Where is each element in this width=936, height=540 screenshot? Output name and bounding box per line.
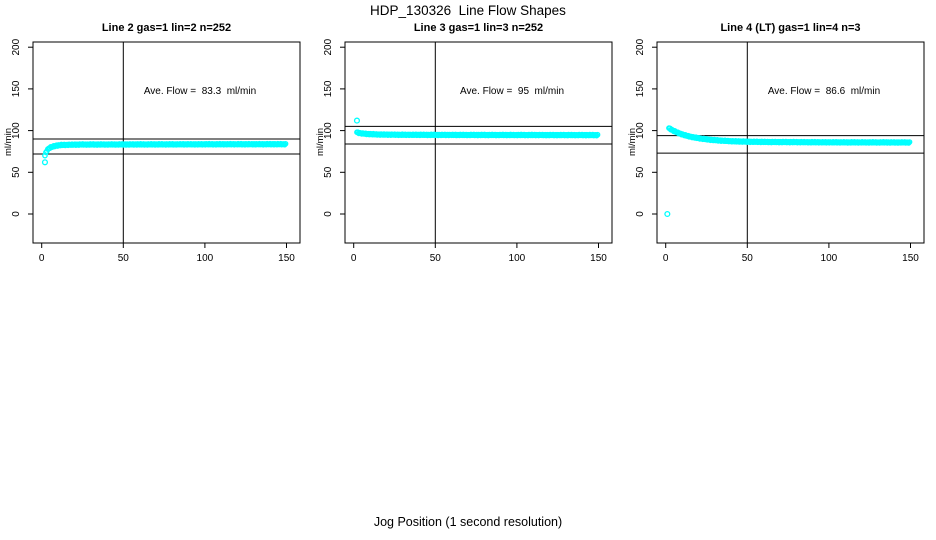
data-points-panel-2 <box>353 117 601 139</box>
data-point <box>593 132 600 139</box>
data-points-panel-1 <box>41 140 289 166</box>
x-tick-label: 100 <box>821 253 838 264</box>
y-tick-label: 200 <box>635 38 646 55</box>
y-tick-label: 50 <box>323 166 334 178</box>
x-axis-title: Jog Position (1 second resolution) <box>373 515 563 529</box>
y-axis-label-line-4: ml/min <box>627 128 638 156</box>
outlier-point <box>41 159 49 166</box>
plot-box-panel-2 <box>344 41 613 244</box>
x-tick-label: 150 <box>590 253 607 264</box>
figure-title: HDP_130326 Line Flow Shapes <box>370 3 566 18</box>
data-point <box>42 152 48 159</box>
ave-flow-annotation-line-4: Ave. Flow = 86.6 ml/min <box>767 86 881 97</box>
y-axis-label-line-3: ml/min <box>315 128 326 156</box>
plot-box-panel-1 <box>32 41 301 244</box>
ave-flow-annotation-line-2: Ave. Flow = 83.3 ml/min <box>143 86 257 97</box>
y-tick-label: 150 <box>323 80 334 97</box>
y-tick-label: 0 <box>323 211 334 217</box>
data-point <box>905 140 912 146</box>
outlier-point <box>664 210 671 218</box>
y-tick-label: 0 <box>635 211 646 217</box>
y-tick-label: 150 <box>11 80 22 97</box>
panel-title-line-3: Line 3 gas=1 lin=3 n=252 <box>413 22 544 34</box>
panel-title-line-2: Line 2 gas=1 lin=2 n=252 <box>101 22 232 34</box>
x-tick-label: 50 <box>430 253 442 264</box>
ave-flow-annotation-line-3: Ave. Flow = 95 ml/min <box>459 86 565 97</box>
data-point <box>281 141 288 148</box>
panel-title-line-4: Line 4 (LT) gas=1 lin=4 n=3 <box>720 22 861 34</box>
y-tick-label: 150 <box>635 80 646 97</box>
data-point <box>282 140 289 147</box>
x-tick-label: 50 <box>742 253 754 264</box>
y-axis-label-line-2: ml/min <box>3 128 14 156</box>
x-tick-label: 0 <box>663 253 669 264</box>
data-points-panel-3 <box>664 125 913 218</box>
y-tick-label: 200 <box>11 38 22 55</box>
y-tick-label: 50 <box>11 166 22 178</box>
x-tick-label: 50 <box>118 253 130 264</box>
data-point <box>906 139 913 145</box>
x-tick-label: 0 <box>351 253 357 264</box>
x-tick-label: 150 <box>902 253 919 264</box>
x-tick-label: 100 <box>509 253 526 264</box>
y-tick-label: 200 <box>323 38 334 55</box>
y-tick-label: 0 <box>11 211 22 217</box>
y-tick-label: 100 <box>11 122 22 139</box>
y-tick-label: 50 <box>635 166 646 178</box>
data-point <box>594 131 601 138</box>
y-tick-label: 100 <box>323 122 334 139</box>
y-tick-label: 100 <box>635 122 646 139</box>
plot-box-panel-3 <box>656 41 925 244</box>
x-tick-label: 100 <box>197 253 214 264</box>
x-tick-label: 0 <box>39 253 45 264</box>
x-tick-label: 150 <box>278 253 295 264</box>
outlier-point <box>353 117 361 124</box>
